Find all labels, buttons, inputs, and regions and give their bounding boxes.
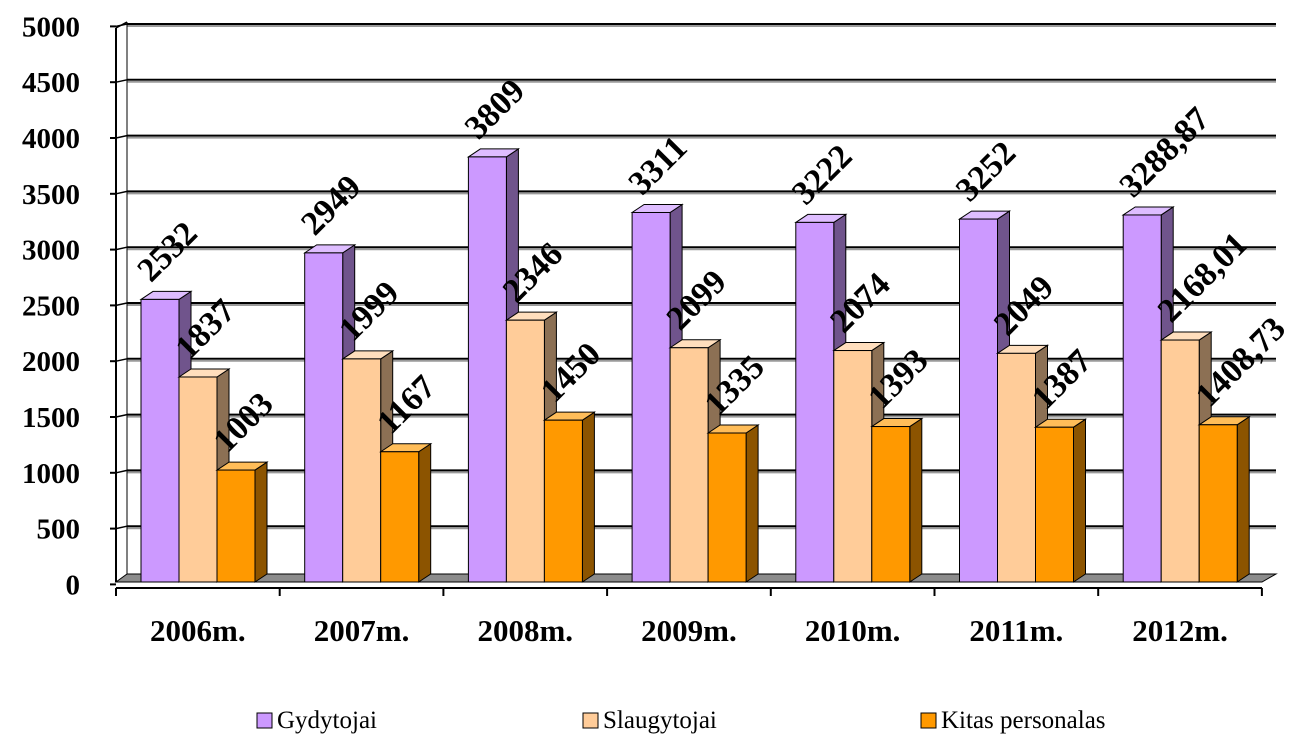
bar-front bbox=[1122, 214, 1162, 583]
legend-item: Kitas personalas bbox=[920, 707, 1106, 734]
data-label: 3222 bbox=[785, 138, 859, 212]
x-axis-labels: 2006m. 2007m. 2008m. 2009m. 2010m. 2011m. 2012… bbox=[150, 613, 1228, 648]
bar bbox=[379, 442, 433, 583]
bar-front bbox=[178, 376, 218, 583]
bar-front bbox=[216, 469, 256, 583]
bar-side bbox=[581, 411, 595, 583]
bar bbox=[1197, 415, 1251, 583]
gridline-connector bbox=[115, 413, 128, 418]
bar-side bbox=[1073, 418, 1086, 583]
x-tick-label: 2006m. bbox=[150, 613, 246, 648]
gridline-connector bbox=[115, 246, 128, 251]
bar-front bbox=[140, 298, 180, 583]
bar-front bbox=[342, 358, 382, 583]
bar-front bbox=[505, 319, 545, 583]
bar-front bbox=[795, 221, 835, 583]
y-tick-label: 5000 bbox=[22, 11, 80, 43]
bar-front bbox=[304, 252, 344, 583]
x-tick-label: 2008m. bbox=[477, 613, 573, 648]
bar-front bbox=[707, 432, 747, 583]
x-tick-label: 2010m. bbox=[805, 613, 901, 648]
bar-side bbox=[418, 442, 432, 583]
y-axis-top bbox=[115, 21, 128, 29]
bar bbox=[1033, 418, 1088, 583]
data-label: 2532 bbox=[130, 215, 204, 289]
gridline-connector bbox=[115, 302, 128, 307]
bar bbox=[706, 424, 760, 583]
legend: Gydytojai Slaugytojai Kitas personalas bbox=[256, 707, 1106, 734]
y-tick-label: 1000 bbox=[22, 458, 80, 490]
y-tick-label: 500 bbox=[37, 514, 81, 546]
bar-front bbox=[997, 352, 1036, 583]
gridline-connector bbox=[115, 358, 128, 362]
legend-swatch bbox=[582, 712, 599, 729]
y-tick-label: 3000 bbox=[22, 235, 80, 267]
bar-front bbox=[833, 350, 873, 583]
legend-label: Slaugytojai bbox=[603, 707, 717, 734]
gridline-connector bbox=[115, 190, 128, 195]
y-tick-label: 3500 bbox=[22, 179, 80, 211]
x-tick-label: 2007m. bbox=[314, 613, 410, 648]
y-axis-ticks: 0 500 1000 1500 2000 2500 3000 3500 4000 4500 5000 bbox=[22, 11, 116, 601]
data-label: 3252 bbox=[949, 134, 1023, 208]
bar-front bbox=[380, 451, 420, 583]
y-tick-label: 4500 bbox=[22, 67, 80, 99]
gridline-connector bbox=[115, 134, 128, 139]
bars bbox=[139, 147, 1251, 583]
data-label: 3288,87 bbox=[1113, 100, 1217, 204]
bar-front bbox=[467, 156, 507, 583]
gridline-connector bbox=[115, 469, 128, 474]
legend-swatch bbox=[256, 712, 273, 729]
bar-front bbox=[631, 211, 671, 583]
bar-side bbox=[745, 424, 759, 583]
legend-swatch bbox=[920, 712, 937, 729]
gridline-connector bbox=[115, 79, 128, 83]
bar-front bbox=[1160, 339, 1200, 583]
y-tick-label: 2000 bbox=[22, 346, 80, 378]
bar-side bbox=[254, 461, 268, 583]
legend-label: Gydytojai bbox=[277, 707, 377, 734]
x-tick-label: 2009m. bbox=[641, 613, 737, 648]
y-tick-label: 2500 bbox=[22, 290, 80, 322]
bar bbox=[995, 344, 1050, 583]
x-tick-label: 2011m. bbox=[969, 613, 1063, 648]
bar-front bbox=[871, 426, 911, 583]
bar bbox=[870, 417, 924, 583]
bar-side bbox=[1236, 415, 1250, 583]
legend-item: Slaugytojai bbox=[582, 707, 717, 734]
legend-label: Kitas personalas bbox=[941, 707, 1106, 734]
bar bbox=[542, 411, 597, 583]
x-tick-label: 2012m. bbox=[1132, 613, 1228, 648]
y-tick-label: 4000 bbox=[22, 123, 80, 155]
bar bbox=[1121, 206, 1175, 583]
y-tick-label: 0 bbox=[66, 569, 81, 601]
bar-front bbox=[1198, 424, 1238, 583]
bar-front bbox=[1035, 426, 1074, 583]
bar-front bbox=[959, 218, 998, 583]
data-label: 2949 bbox=[294, 168, 368, 242]
bar-front bbox=[669, 347, 709, 583]
bar-front bbox=[543, 419, 583, 583]
gridline-connector bbox=[115, 525, 128, 530]
bar-side bbox=[909, 417, 923, 583]
bar bbox=[215, 461, 269, 583]
y-tick-label: 1500 bbox=[22, 402, 80, 434]
legend-item: Gydytojai bbox=[256, 707, 377, 734]
